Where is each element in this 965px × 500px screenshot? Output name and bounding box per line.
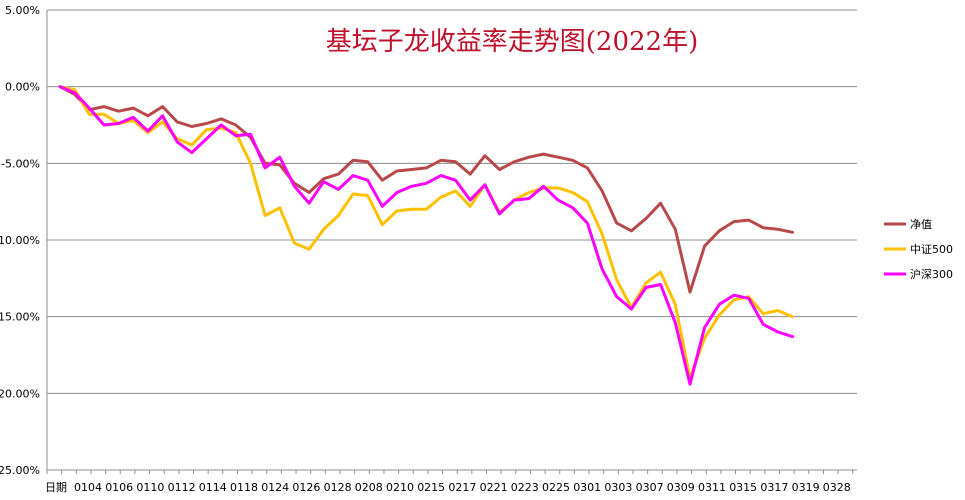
- x-tick-label: 0317: [760, 481, 788, 494]
- x-tick-label: 0210: [386, 481, 414, 494]
- x-tick-label: 0311: [698, 481, 726, 494]
- x-tick-label: 0301: [573, 481, 601, 494]
- x-tick-label: 0208: [355, 481, 383, 494]
- x-tick-label: 0309: [667, 481, 695, 494]
- x-tick-label: 0215: [417, 481, 445, 494]
- grid-lines: [46, 9, 857, 474]
- y-tick-label: -20.00%: [0, 387, 40, 400]
- x-tick-label: 0106: [105, 481, 133, 494]
- x-tick-label: 0124: [261, 481, 289, 494]
- x-tick-label: 0307: [636, 481, 664, 494]
- x-tick-label: 0319: [792, 481, 820, 494]
- x-tick-label: 0315: [729, 481, 757, 494]
- y-tick-label: -5.00%: [1, 157, 40, 170]
- y-tick-label: 0.00%: [5, 81, 40, 94]
- x-tick-label: 0221: [480, 481, 508, 494]
- x-tick-label: 0126: [292, 481, 320, 494]
- y-tick-label: 5.00%: [5, 4, 40, 17]
- x-tick-label: 0328: [823, 481, 851, 494]
- y-tick-label: -25.00%: [0, 464, 40, 477]
- chart-title: 基坛子龙收益率走势图(2022年): [326, 27, 698, 57]
- x-tick-label: 0223: [511, 481, 539, 494]
- x-tick-label: 0112: [168, 481, 196, 494]
- x-tick-label: 0225: [542, 481, 570, 494]
- y-tick-label: -15.00%: [0, 311, 40, 324]
- x-tick-label: 0217: [448, 481, 476, 494]
- series-line-net-value: [58, 85, 794, 294]
- x-tick-label: 0104: [74, 481, 102, 494]
- x-axis-tick-labels: 日期 0104 0106 0110 0112 0114 0118 0124 0126 0128 02…: [45, 481, 851, 494]
- legend-label: 净值: [910, 217, 932, 231]
- x-tick-label: 0114: [199, 481, 227, 494]
- legend-label: 沪深300: [910, 267, 953, 281]
- x-tick-label: 0118: [230, 481, 258, 494]
- legend-label: 中证500: [910, 243, 953, 256]
- y-tick-label: -10.00%: [0, 234, 40, 247]
- series-line-hs300: [58, 85, 794, 386]
- series-line-csi500: [58, 85, 794, 380]
- series-lines: [58, 85, 794, 386]
- x-tick-label: 0128: [324, 481, 352, 494]
- y-axis-tick-labels: 5.00% 0.00% -5.00% -10.00% -15.00% -20.00% -25…: [0, 4, 40, 477]
- x-tick-label: 0110: [136, 481, 164, 494]
- x-tick-label: 0303: [604, 481, 632, 494]
- x-axis-label-date: 日期: [45, 481, 67, 494]
